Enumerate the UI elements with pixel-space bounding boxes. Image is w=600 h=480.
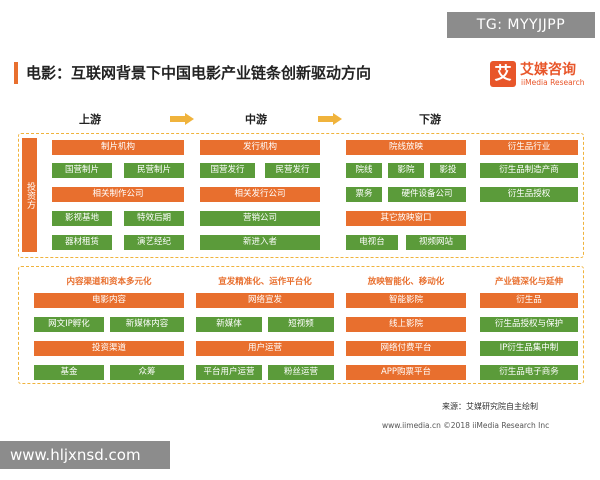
content-item: 新媒体内容 <box>110 317 184 332</box>
user-operation-header: 用户运营 <box>196 341 334 356</box>
exhibition-item: 影院 <box>388 163 424 178</box>
logo-icon: 艾 <box>490 61 516 87</box>
operation-item: 粉丝运营 <box>268 365 334 380</box>
exhibition-item: 硬件设备公司 <box>388 187 466 202</box>
distributor-item: 民营发行 <box>265 163 320 178</box>
derivatives-header: 衍生品行业 <box>480 140 578 155</box>
exhibition-header: 院线放映 <box>346 140 466 155</box>
derivatives-item: 衍生品电子商务 <box>480 365 578 380</box>
screening-item: APP购票平台 <box>346 365 466 380</box>
lower-innovation-region <box>18 266 584 384</box>
copyright-footer: www.iimedia.cn ©2018 iiMedia Research In… <box>382 421 550 430</box>
logo-cn-name: 艾媒咨询 <box>520 62 576 78</box>
online-promotion-header: 网络宣发 <box>196 293 334 308</box>
exhibition-item: 票务 <box>346 187 382 202</box>
producer-item: 演艺经纪 <box>124 235 184 250</box>
operation-item: 平台用户运营 <box>196 365 262 380</box>
promotion-title: 宣发精准化、运作平台化 <box>218 277 312 287</box>
promotion-item: 新媒体 <box>196 317 262 332</box>
derivatives-item: 衍生品授权 <box>480 187 578 202</box>
title-accent-bar <box>14 62 18 84</box>
content-capital-title: 内容渠道和资本多元化 <box>66 277 152 287</box>
investment-channel-header: 投资渠道 <box>34 341 184 356</box>
stage-upstream: 上游 <box>79 113 101 126</box>
distributor-sub-header: 相关发行公司 <box>200 187 320 202</box>
derivatives-header: 衍生品 <box>480 293 578 308</box>
producer-item: 影视基地 <box>52 211 112 226</box>
exhibition-item: 院线 <box>346 163 382 178</box>
logo-en-name: iiMedia Research <box>521 78 585 87</box>
watermark-bottom: www.hljxnsd.com <box>0 441 170 469</box>
content-header: 电影内容 <box>34 293 184 308</box>
investment-item: 众筹 <box>110 365 184 380</box>
investment-item: 基金 <box>34 365 104 380</box>
derivatives-item: 衍生品授权与保护 <box>480 317 578 332</box>
exhibition-item: 电视台 <box>346 235 398 250</box>
arrow-right-icon <box>170 113 194 125</box>
content-item: 网文IP孵化 <box>34 317 104 332</box>
screening-title: 放映智能化、移动化 <box>367 277 445 287</box>
upper-chain-region <box>18 133 584 258</box>
watermark-top: TG: MYYJJPP <box>447 12 595 38</box>
source-note: 来源：艾媒研究院自主绘制 <box>442 402 538 411</box>
stage-downstream: 下游 <box>419 113 441 126</box>
investor-label: 投资方 <box>22 138 37 252</box>
distributor-header: 发行机构 <box>200 140 320 155</box>
page-title: 电影：互联网背景下中国电影产业链条创新驱动方向 <box>26 64 372 82</box>
screening-item: 网络付费平台 <box>346 341 466 356</box>
arrow-right-icon <box>318 113 342 125</box>
exhibition-sub-header: 其它放映窗口 <box>346 211 466 226</box>
exhibition-item: 影投 <box>430 163 466 178</box>
producer-item: 器材租赁 <box>52 235 112 250</box>
distributor-item: 新进入者 <box>200 235 320 250</box>
producer-item: 特效后期 <box>124 211 184 226</box>
producer-item: 民营制片 <box>124 163 184 178</box>
distributor-item: 国营发行 <box>200 163 255 178</box>
promotion-item: 短视频 <box>268 317 334 332</box>
exhibition-item: 视频网站 <box>406 235 466 250</box>
stage-midstream: 中游 <box>245 113 267 126</box>
distributor-item: 营销公司 <box>200 211 320 226</box>
producer-header: 制片机构 <box>52 140 184 155</box>
producer-item: 国营制片 <box>52 163 112 178</box>
screening-item: 线上影院 <box>346 317 466 332</box>
derivatives-item: IP衍生品集中制 <box>480 341 578 356</box>
derivatives-item: 衍生品制造产商 <box>480 163 578 178</box>
producer-sub-header: 相关制作公司 <box>52 187 184 202</box>
industry-extension-title: 产业链深化与延伸 <box>494 277 563 287</box>
screening-item: 智能影院 <box>346 293 466 308</box>
